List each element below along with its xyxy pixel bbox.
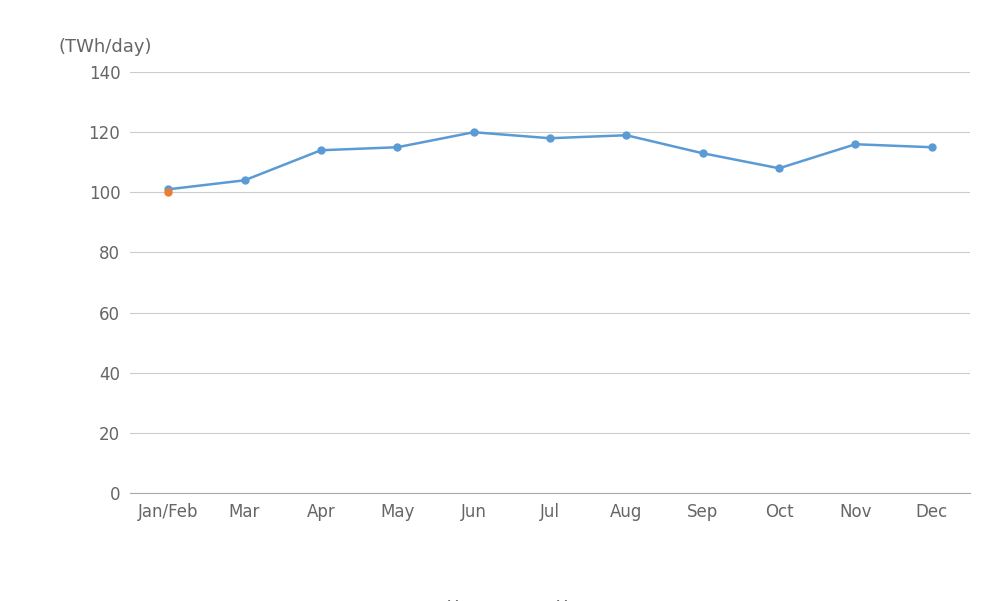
Legend: Year
2021, Year
2022: Year 2021, Year 2022 [394,592,605,601]
Text: (TWh/day): (TWh/day) [59,38,152,56]
